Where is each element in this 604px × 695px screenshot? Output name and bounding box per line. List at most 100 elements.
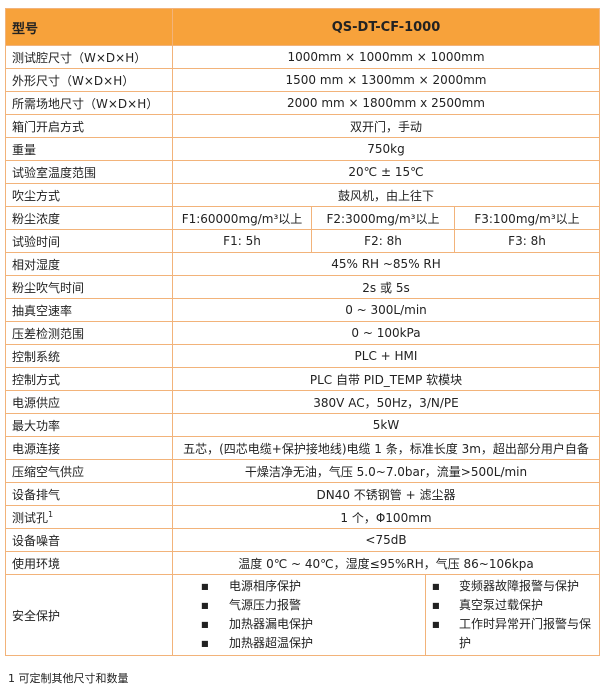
row: 试验室温度范围 20℃ ± 15℃ — [5, 160, 600, 184]
row-value: PLC + HMI — [172, 344, 600, 368]
row: 所需场地尺寸（W×D×H） 2000 mm × 1800mm x 2500mm — [5, 91, 600, 115]
safety-item: 工作时异常开门报警与保护 — [427, 615, 599, 653]
label-text: 粉尘浓度 — [12, 211, 61, 226]
safety-list-cell: 电源相序保护气源压力报警加热器漏电保护加热器超温保护 — [172, 574, 426, 656]
row: 电源供应 380V AC，50Hz，3/N/PE — [5, 390, 600, 414]
table-body: 型号 QS-DT-CF-1000 测试腔尺寸（W×D×H） 1000mm × 10… — [5, 8, 600, 656]
row-label: 设备排气 — [5, 482, 173, 506]
row-label: 电源供应 — [5, 390, 173, 414]
label-text: 外形尺寸（W×D×H） — [12, 73, 135, 88]
row: 最大功率 5kW — [5, 413, 600, 437]
row: 抽真空速率 0 ~ 300L/min — [5, 298, 600, 322]
row-label: 外形尺寸（W×D×H） — [5, 68, 173, 92]
row-value: F1: 5h — [172, 229, 312, 253]
row-value: F1:60000mg/m³以上 — [172, 206, 312, 230]
safety-list-cell: 变频器故障报警与保护真空泵过载保护工作时异常开门报警与保护 — [425, 574, 600, 656]
row: 压差检测范围 0 ~ 100kPa — [5, 321, 600, 345]
safety-item: 加热器漏电保护 — [174, 615, 425, 634]
row-value: 鼓风机，由上往下 — [172, 183, 600, 207]
row-value: 2s 或 5s — [172, 275, 600, 299]
row: 设备排气 DN40 不锈钢管 + 滤尘器 — [5, 482, 600, 506]
safety-item: 加热器超温保护 — [174, 634, 425, 653]
row-label: 测试孔1 — [5, 505, 173, 529]
row-value: 20℃ ± 15℃ — [172, 160, 600, 184]
row-value: 干燥洁净无油，气压 5.0~7.0bar，流量>500L/min — [172, 459, 600, 483]
row: 使用环境 温度 0℃ ~ 40℃，湿度≤95%RH，气压 86~106kpa — [5, 551, 600, 575]
footnote: 1 可定制其他尺寸和数量 — [8, 670, 129, 686]
safety-item: 气源压力报警 — [174, 596, 425, 615]
row-label: 试验时间 — [5, 229, 173, 253]
footnote-text: 可定制其他尺寸和数量 — [18, 672, 129, 685]
label-text: 设备噪音 — [12, 533, 61, 548]
row: 设备噪音 <75dB — [5, 528, 600, 552]
row-value: 五芯，(四芯电缆+保护接地线)电缆 1 条，标准长度 3m，超出部分用户自备 — [172, 436, 600, 460]
safety-list: 变频器故障报警与保护真空泵过载保护工作时异常开门报警与保护 — [427, 577, 599, 653]
label-sup: 1 — [48, 509, 54, 519]
row-label: 控制方式 — [5, 367, 173, 391]
row-label: 压差检测范围 — [5, 321, 173, 345]
row-value: 0 ~ 100kPa — [172, 321, 600, 345]
label-text: 使用环境 — [12, 556, 61, 571]
row: 相对湿度 45% RH ~85% RH — [5, 252, 600, 276]
row-label: 压缩空气供应 — [5, 459, 173, 483]
label-text: 控制方式 — [12, 372, 61, 387]
row: 箱门开启方式 双开门，手动 — [5, 114, 600, 138]
row-value: F3: 8h — [454, 229, 600, 253]
label-text: 压缩空气供应 — [12, 464, 85, 479]
row-label: 吹尘方式 — [5, 183, 173, 207]
label-text: 控制系统 — [12, 349, 61, 364]
row-value: F2: 8h — [311, 229, 455, 253]
row-value: 2000 mm × 1800mm x 2500mm — [172, 91, 600, 115]
label-text: 相对湿度 — [12, 257, 61, 272]
label-text: 电源连接 — [12, 441, 61, 456]
label-text: 所需场地尺寸（W×D×H） — [12, 96, 159, 111]
row-value: 双开门，手动 — [172, 114, 600, 138]
label-text: 测试腔尺寸（W×D×H） — [12, 50, 147, 65]
row-value: 1500 mm × 1300mm × 2000mm — [172, 68, 600, 92]
row: 测试腔尺寸（W×D×H） 1000mm × 1000mm × 1000mm — [5, 45, 600, 69]
row-label: 控制系统 — [5, 344, 173, 368]
label-text: 粉尘吹气时间 — [12, 280, 85, 295]
header-row: 型号 QS-DT-CF-1000 — [5, 8, 600, 46]
row-value: F3:100mg/m³以上 — [454, 206, 600, 230]
row: 试验时间 F1: 5h F2: 8h F3: 8h — [5, 229, 600, 253]
row-value: 5kW — [172, 413, 600, 437]
row-label: 使用环境 — [5, 551, 173, 575]
row-label: 箱门开启方式 — [5, 114, 173, 138]
label-text: 最大功率 — [12, 418, 61, 433]
label-text: 吹尘方式 — [12, 188, 61, 203]
row-value: 1000mm × 1000mm × 1000mm — [172, 45, 600, 69]
safety-item: 变频器故障报警与保护 — [427, 577, 599, 596]
footnote-mark: 1 — [8, 672, 15, 685]
row-value: F2:3000mg/m³以上 — [311, 206, 455, 230]
row-label: 所需场地尺寸（W×D×H） — [5, 91, 173, 115]
row: 重量 750kg — [5, 137, 600, 161]
row-value: 温度 0℃ ~ 40℃，湿度≤95%RH，气压 86~106kpa — [172, 551, 600, 575]
header-value: QS-DT-CF-1000 — [172, 8, 600, 46]
label-text: 箱门开启方式 — [12, 119, 85, 134]
safety-row: 安全保护电源相序保护气源压力报警加热器漏电保护加热器超温保护变频器故障报警与保护… — [5, 574, 600, 656]
label-text: 设备排气 — [12, 487, 61, 502]
row-label: 粉尘吹气时间 — [5, 275, 173, 299]
row-label: 重量 — [5, 137, 173, 161]
safety-item: 电源相序保护 — [174, 577, 425, 596]
row: 粉尘吹气时间 2s 或 5s — [5, 275, 600, 299]
safety-item: 真空泵过载保护 — [427, 596, 599, 615]
row-label: 安全保护 — [5, 574, 173, 656]
row-value: 750kg — [172, 137, 600, 161]
spec-table: 型号 QS-DT-CF-1000 测试腔尺寸（W×D×H） 1000mm × 10… — [5, 8, 600, 656]
row-value: PLC 自带 PID_TEMP 软模块 — [172, 367, 600, 391]
label-text: 试验室温度范围 — [12, 165, 97, 180]
safety-list: 电源相序保护气源压力报警加热器漏电保护加热器超温保护 — [174, 577, 425, 653]
label-text: 压差检测范围 — [12, 326, 85, 341]
row-label: 电源连接 — [5, 436, 173, 460]
row-value: <75dB — [172, 528, 600, 552]
row-label: 设备噪音 — [5, 528, 173, 552]
label-text: 电源供应 — [12, 395, 61, 410]
row-label: 测试腔尺寸（W×D×H） — [5, 45, 173, 69]
header-label: 型号 — [5, 8, 173, 46]
row: 外形尺寸（W×D×H） 1500 mm × 1300mm × 2000mm — [5, 68, 600, 92]
row: 吹尘方式 鼓风机，由上往下 — [5, 183, 600, 207]
row-value: 1 个，Φ100mm — [172, 505, 600, 529]
